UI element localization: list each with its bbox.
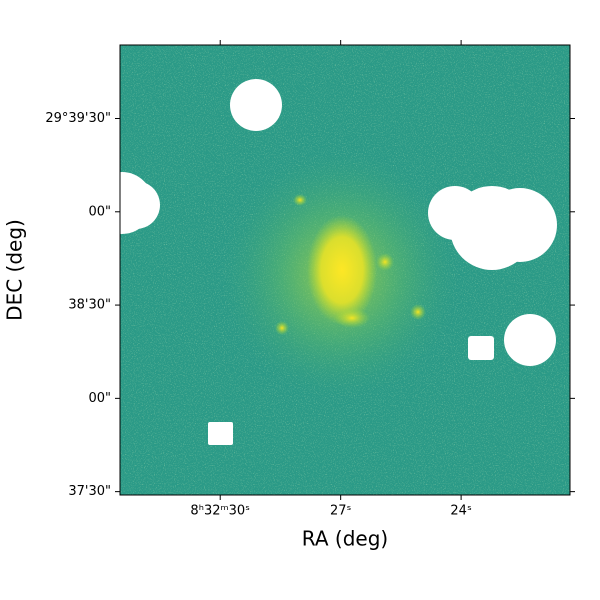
axes-frame bbox=[119, 44, 571, 496]
y-axis-label: DEC (deg) bbox=[3, 219, 27, 321]
y-tick-label: 00" bbox=[88, 391, 111, 406]
x-tick-label: 24ˢ bbox=[450, 504, 472, 519]
mask bbox=[120, 79, 557, 445]
x-axis-label: RA (deg) bbox=[302, 527, 388, 551]
x-tick-label: 8ʰ32ᵐ30ˢ bbox=[190, 504, 250, 519]
image bbox=[120, 45, 570, 495]
y-tick-label: 00" bbox=[88, 204, 111, 219]
y-tick-label: 37'30" bbox=[68, 484, 111, 499]
x-tick-label: 27ˢ bbox=[330, 504, 352, 519]
y-tick-label: 38'30" bbox=[68, 298, 111, 313]
y-tick-label: 29°39'30" bbox=[45, 111, 111, 126]
